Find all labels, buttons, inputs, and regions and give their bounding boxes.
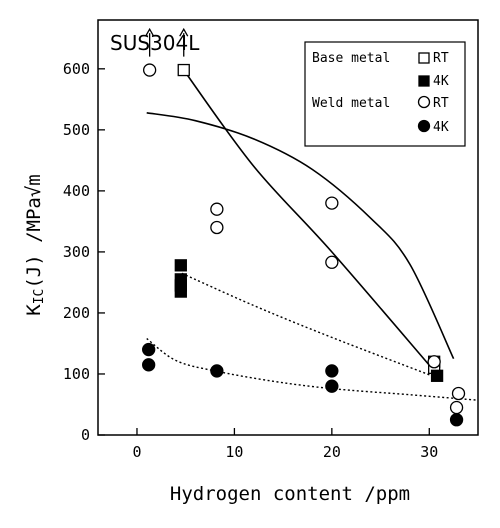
y-axis-label: KIC(J) /MPa√m [23, 174, 47, 316]
x-axis-label: Hydrogen content /ppm [170, 483, 410, 505]
legend-weld-rt: RT [433, 96, 449, 111]
filled-circle-marker [449, 413, 464, 427]
solid-fit-curve [146, 112, 455, 360]
filled-circle-marker [325, 364, 339, 378]
dotted-fit-curve [181, 272, 436, 378]
open-circle-marker [427, 355, 441, 369]
open-circle-marker [210, 220, 224, 235]
y-tick-label: 600 [63, 60, 90, 78]
y-tick-label: 300 [63, 243, 90, 261]
x-tick-label: 30 [420, 443, 438, 461]
y-axis-label-subscript: IC [32, 289, 47, 305]
data-markers [142, 63, 466, 427]
solid-fit-curve [183, 69, 435, 372]
y-axis-label-main: K [23, 304, 45, 316]
filled-circle-marker [325, 379, 339, 393]
arrow-head [145, 27, 155, 37]
legend-base-4k: 4K [433, 74, 449, 89]
arrow-head [179, 27, 189, 37]
legend-base-rt: RT [433, 51, 449, 66]
legend-weld-4k: 4K [433, 120, 449, 135]
legend: Base metal RT 4K Weld metal RT 4K [304, 41, 466, 147]
svg-text:KIC(J) /MPa√m: KIC(J) /MPa√m [23, 174, 47, 316]
legend-group-weld-metal: Weld metal [312, 96, 390, 111]
y-tick-label: 400 [63, 182, 90, 200]
open-square-marker [177, 63, 190, 77]
plot-frame [97, 19, 479, 436]
filled-circle-marker [142, 342, 156, 357]
open-circle-marker [142, 63, 157, 77]
fit-curves [145, 27, 479, 401]
open-circle-marker [451, 386, 466, 401]
x-tick-label: 20 [323, 443, 341, 461]
open-circle-marker [325, 196, 339, 210]
legend-box [304, 41, 466, 147]
open-circle-marker [325, 255, 339, 269]
legend-open-square-marker [418, 52, 430, 64]
legend-filled-square-marker [418, 75, 430, 87]
filled-circle-marker [210, 364, 224, 378]
y-tick-label: 500 [63, 121, 90, 139]
chart-title: SUS304L [110, 31, 200, 55]
plot-area [97, 19, 479, 436]
filled-square-marker [430, 369, 444, 382]
dotted-fit-curve [146, 338, 479, 401]
x-tick-label: 0 [132, 443, 141, 461]
legend-filled-circle-marker [417, 119, 431, 133]
open-circle-marker [449, 400, 464, 415]
x-tick-label: 10 [225, 443, 243, 461]
y-axis-label-rest: (J) /MPa√m [23, 174, 45, 288]
y-tick-label: 200 [63, 304, 90, 322]
legend-group-base-metal: Base metal [312, 51, 390, 66]
filled-square-marker [174, 285, 187, 298]
filled-square-marker [174, 259, 187, 272]
open-circle-marker [210, 202, 224, 216]
y-tick-label: 100 [63, 365, 90, 383]
y-tick-label: 0 [81, 426, 90, 444]
filled-circle-marker [142, 358, 156, 372]
legend-open-circle-marker [417, 95, 431, 109]
